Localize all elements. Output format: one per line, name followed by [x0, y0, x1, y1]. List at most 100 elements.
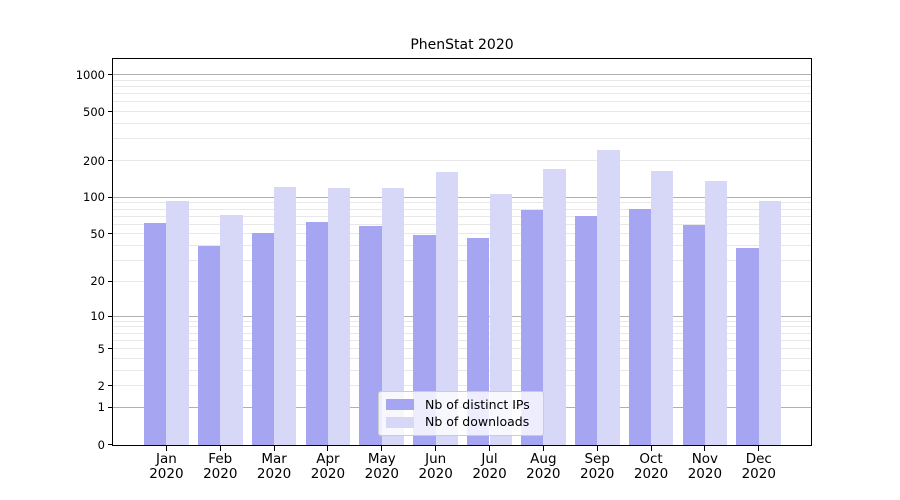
x-tick-label: Dec 2020: [729, 452, 789, 482]
legend-label: Nb of distinct IPs: [425, 396, 530, 412]
y-tick-mark: [108, 196, 113, 198]
gridline-minor: [113, 160, 811, 162]
bar-distinct-ips: [520, 209, 544, 445]
gridline-minor: [113, 348, 811, 350]
x-tick-month: Feb: [208, 451, 233, 467]
gridline-minor: [113, 138, 811, 140]
x-tick-label: Nov 2020: [675, 452, 735, 482]
x-tick-month: Jul: [481, 451, 498, 467]
gridline-minor: [113, 111, 811, 113]
y-tick-label: 0: [97, 437, 105, 452]
y-tick-mark: [108, 74, 113, 76]
gridline-minor: [113, 320, 811, 322]
x-tick-month: Dec: [745, 451, 772, 467]
bar-distinct-ips: [574, 216, 598, 445]
gridline-minor: [113, 223, 811, 225]
x-tick-label: Jun 2020: [406, 452, 466, 482]
x-tick-month: Apr: [316, 451, 340, 467]
gridline-minor: [113, 79, 811, 81]
legend-swatch-distinct-ips: [386, 399, 414, 411]
gridline-minor: [113, 123, 811, 125]
y-tick-label: 200: [83, 153, 105, 168]
y-tick-label: 20: [90, 274, 105, 289]
bar-downloads: [435, 172, 459, 445]
y-tick-label: 10: [90, 309, 105, 324]
gridline-minor: [113, 208, 811, 210]
x-tick-mark: [327, 446, 329, 451]
bar-distinct-ips: [736, 248, 759, 445]
y-tick-mark: [108, 406, 113, 408]
bar-distinct-ips: [359, 226, 382, 445]
x-tick-month: May: [367, 451, 396, 467]
bar-downloads: [381, 188, 405, 445]
bar-downloads: [327, 188, 351, 445]
x-tick-mark: [219, 446, 221, 451]
x-tick-mark: [435, 446, 437, 451]
gridline-major: [113, 74, 811, 76]
x-tick-label: Oct 2020: [621, 452, 681, 482]
x-tick-month: Jan: [155, 451, 177, 467]
bar-downloads: [274, 187, 297, 445]
x-tick-month: Jun: [425, 451, 447, 467]
bar-distinct-ips: [628, 209, 652, 445]
x-tick-label: Feb 2020: [190, 452, 250, 482]
bar-distinct-ips: [144, 222, 167, 445]
gridline-minor: [113, 215, 811, 217]
gridline-minor: [113, 260, 811, 262]
gridline-minor: [113, 280, 811, 282]
y-tick-label: 2: [97, 378, 105, 393]
bar-downloads: [704, 180, 728, 445]
x-tick-mark: [273, 446, 275, 451]
gridline-minor: [113, 245, 811, 247]
bar-distinct-ips: [197, 245, 221, 445]
x-tick-month: Nov: [691, 451, 719, 467]
x-tick-year: 2020: [149, 466, 184, 482]
gridline-minor: [113, 202, 811, 204]
x-tick-mark: [596, 446, 598, 451]
legend: Nb of distinct IPs Nb of downloads: [378, 391, 544, 436]
gridline-minor: [113, 326, 811, 328]
bar-distinct-ips: [305, 221, 328, 445]
x-tick-month: Aug: [530, 451, 557, 467]
x-tick-year: 2020: [526, 466, 561, 482]
y-tick-label: 5: [97, 341, 105, 356]
x-tick-year: 2020: [203, 466, 238, 482]
y-tick-mark: [108, 348, 113, 350]
bar-distinct-ips: [251, 232, 275, 445]
x-tick-year: 2020: [633, 466, 669, 482]
y-tick-label: 1000: [75, 67, 105, 82]
gridline-minor: [113, 385, 811, 387]
x-tick-mark: [758, 446, 760, 451]
y-tick-mark: [108, 385, 113, 387]
x-tick-label: Aug 2020: [513, 452, 573, 482]
x-tick-mark: [650, 446, 652, 451]
y-tick-label: 100: [83, 190, 105, 205]
x-tick-year: 2020: [687, 466, 723, 482]
x-tick-year: 2020: [472, 466, 507, 482]
gridline-minor: [113, 93, 811, 95]
gridline-minor: [113, 101, 811, 103]
gridline-major: [113, 196, 811, 198]
y-tick-mark: [108, 233, 113, 235]
gridline-minor: [113, 339, 811, 341]
y-tick-label: 1: [97, 400, 105, 415]
x-tick-month: Sep: [584, 451, 610, 467]
gridline-major: [113, 315, 811, 317]
bar-downloads: [758, 200, 782, 445]
legend-label: Nb of downloads: [425, 414, 530, 430]
bar-downloads: [543, 169, 566, 445]
x-tick-year: 2020: [580, 466, 615, 482]
bar-distinct-ips: [682, 225, 705, 445]
y-tick-label: 500: [83, 104, 105, 119]
x-tick-year: 2020: [256, 466, 292, 482]
y-tick-mark: [108, 111, 113, 113]
x-tick-year: 2020: [310, 466, 346, 482]
gridline-minor: [113, 85, 811, 87]
x-tick-year: 2020: [418, 466, 453, 482]
x-tick-year: 2020: [741, 466, 776, 482]
y-tick-mark: [108, 444, 113, 445]
x-tick-mark: [542, 446, 544, 451]
x-tick-mark: [489, 446, 490, 451]
bar-downloads: [489, 193, 512, 445]
